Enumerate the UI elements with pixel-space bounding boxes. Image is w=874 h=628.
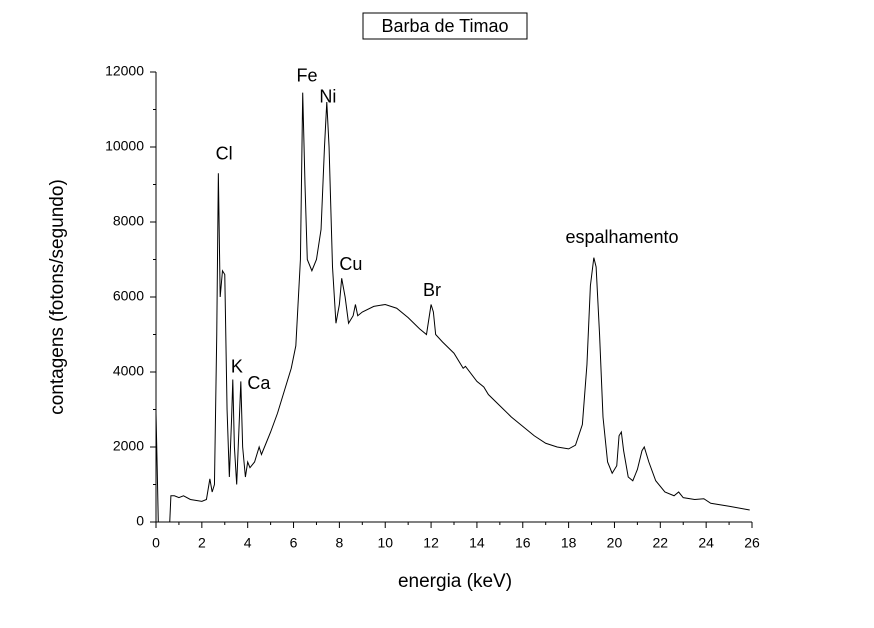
y-tick-label: 12000 (105, 63, 144, 79)
x-tick-label: 22 (653, 535, 669, 551)
y-tick-label: 10000 (105, 138, 144, 154)
y-tick-label: 2000 (113, 438, 144, 454)
x-tick-label: 16 (515, 535, 531, 551)
x-tick-label: 10 (377, 535, 393, 551)
peak-annotation: K (231, 357, 243, 377)
x-axis-label: energia (keV) (398, 571, 512, 592)
x-tick-label: 18 (561, 535, 577, 551)
x-tick-label: 24 (698, 535, 714, 551)
x-tick-label: 4 (244, 535, 252, 551)
peak-annotation: Ca (247, 373, 271, 393)
peak-annotation: Fe (297, 66, 318, 86)
x-tick-label: 2 (198, 535, 206, 551)
x-tick-label: 26 (744, 535, 760, 551)
y-tick-label: 4000 (113, 363, 144, 379)
x-tick-label: 12 (423, 535, 439, 551)
peak-annotation: Cl (216, 144, 233, 164)
y-tick-label: 8000 (113, 213, 144, 229)
title-box (362, 12, 528, 40)
x-tick-label: 20 (607, 535, 623, 551)
peak-annotation: Br (423, 280, 441, 300)
y-axis-label: contagens (fotons/segundo) (47, 179, 68, 415)
x-tick-label: 8 (335, 535, 343, 551)
chart-title: Barba de Timao (381, 16, 508, 36)
peak-annotation: espalhamento (565, 227, 678, 247)
peak-annotation: Ni (319, 87, 336, 107)
x-tick-label: 6 (290, 535, 298, 551)
y-tick-label: 0 (136, 513, 144, 529)
spectrum-line (155, 92, 750, 523)
peak-annotation: Cu (339, 254, 362, 274)
x-tick-label: 14 (469, 535, 485, 551)
y-tick-label: 6000 (113, 288, 144, 304)
x-tick-label: 0 (152, 535, 160, 551)
